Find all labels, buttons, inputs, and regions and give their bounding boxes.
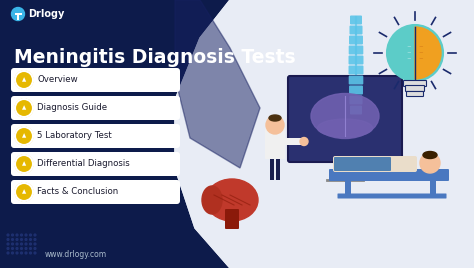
- Circle shape: [25, 234, 27, 236]
- Circle shape: [15, 155, 33, 173]
- Ellipse shape: [423, 151, 437, 158]
- FancyBboxPatch shape: [11, 68, 180, 92]
- Circle shape: [34, 252, 36, 254]
- Polygon shape: [175, 0, 474, 268]
- Circle shape: [34, 248, 36, 250]
- Ellipse shape: [318, 119, 373, 137]
- Circle shape: [29, 234, 31, 236]
- FancyBboxPatch shape: [329, 169, 449, 181]
- FancyBboxPatch shape: [349, 95, 363, 105]
- Wedge shape: [415, 27, 441, 79]
- FancyBboxPatch shape: [349, 35, 363, 44]
- Circle shape: [387, 25, 443, 81]
- FancyBboxPatch shape: [17, 13, 19, 20]
- Circle shape: [266, 116, 284, 134]
- Circle shape: [20, 234, 22, 236]
- FancyBboxPatch shape: [430, 180, 436, 198]
- Circle shape: [11, 252, 13, 254]
- Circle shape: [300, 137, 308, 146]
- FancyBboxPatch shape: [11, 124, 180, 148]
- Circle shape: [7, 248, 9, 250]
- Circle shape: [16, 248, 18, 250]
- Circle shape: [15, 71, 33, 89]
- FancyBboxPatch shape: [407, 91, 423, 96]
- Circle shape: [25, 252, 27, 254]
- FancyBboxPatch shape: [345, 180, 351, 198]
- Polygon shape: [175, 0, 260, 168]
- Circle shape: [25, 248, 27, 250]
- Circle shape: [16, 234, 18, 236]
- Circle shape: [7, 252, 9, 254]
- Polygon shape: [175, 0, 474, 268]
- Circle shape: [420, 153, 440, 173]
- Circle shape: [29, 252, 31, 254]
- FancyBboxPatch shape: [11, 180, 180, 204]
- Circle shape: [34, 234, 36, 236]
- Circle shape: [25, 243, 27, 245]
- Text: ▲: ▲: [22, 77, 26, 83]
- Text: Meningitis Diagnosis Tests: Meningitis Diagnosis Tests: [14, 48, 296, 67]
- Ellipse shape: [206, 179, 258, 221]
- FancyBboxPatch shape: [11, 96, 180, 120]
- FancyBboxPatch shape: [283, 138, 303, 145]
- FancyBboxPatch shape: [349, 46, 363, 54]
- Circle shape: [20, 248, 22, 250]
- FancyBboxPatch shape: [276, 158, 280, 180]
- Text: ▲: ▲: [22, 106, 26, 110]
- FancyBboxPatch shape: [350, 16, 362, 24]
- FancyBboxPatch shape: [11, 152, 180, 176]
- Text: ▲: ▲: [22, 162, 26, 166]
- Circle shape: [29, 239, 31, 240]
- FancyBboxPatch shape: [348, 65, 364, 75]
- FancyBboxPatch shape: [288, 76, 402, 162]
- FancyBboxPatch shape: [349, 76, 363, 84]
- Text: ▲: ▲: [22, 189, 26, 195]
- Ellipse shape: [311, 94, 379, 139]
- Ellipse shape: [202, 186, 222, 214]
- FancyBboxPatch shape: [270, 158, 274, 180]
- Circle shape: [15, 99, 33, 117]
- Circle shape: [16, 252, 18, 254]
- Text: Drlogy: Drlogy: [28, 9, 64, 19]
- Circle shape: [7, 234, 9, 236]
- FancyBboxPatch shape: [405, 85, 425, 91]
- Text: Differential Diagnosis: Differential Diagnosis: [37, 159, 130, 169]
- Circle shape: [25, 239, 27, 240]
- Text: ▲: ▲: [22, 133, 26, 139]
- FancyBboxPatch shape: [334, 157, 391, 171]
- Circle shape: [29, 243, 31, 245]
- FancyBboxPatch shape: [15, 13, 21, 15]
- Circle shape: [15, 127, 33, 145]
- Circle shape: [7, 239, 9, 240]
- Circle shape: [11, 248, 13, 250]
- Circle shape: [16, 243, 18, 245]
- Text: Facts & Conclusion: Facts & Conclusion: [37, 188, 118, 196]
- Circle shape: [20, 239, 22, 240]
- Text: ~
~
~: ~ ~ ~: [407, 45, 411, 61]
- Ellipse shape: [269, 115, 281, 121]
- FancyBboxPatch shape: [350, 106, 362, 114]
- Wedge shape: [389, 27, 415, 79]
- FancyBboxPatch shape: [337, 193, 447, 199]
- Circle shape: [7, 243, 9, 245]
- Text: Diagnosis Guide: Diagnosis Guide: [37, 103, 107, 113]
- FancyBboxPatch shape: [349, 25, 363, 35]
- FancyBboxPatch shape: [349, 85, 363, 95]
- Circle shape: [11, 234, 13, 236]
- Text: www.drlogy.com: www.drlogy.com: [45, 250, 107, 259]
- FancyBboxPatch shape: [265, 129, 285, 159]
- FancyBboxPatch shape: [403, 80, 427, 87]
- Circle shape: [20, 252, 22, 254]
- Circle shape: [11, 243, 13, 245]
- Circle shape: [11, 8, 25, 20]
- Circle shape: [20, 243, 22, 245]
- Circle shape: [29, 248, 31, 250]
- FancyBboxPatch shape: [333, 156, 417, 172]
- Circle shape: [11, 239, 13, 240]
- Text: Overview: Overview: [37, 76, 78, 84]
- Circle shape: [34, 239, 36, 240]
- FancyBboxPatch shape: [225, 209, 239, 229]
- Circle shape: [16, 239, 18, 240]
- Circle shape: [15, 183, 33, 201]
